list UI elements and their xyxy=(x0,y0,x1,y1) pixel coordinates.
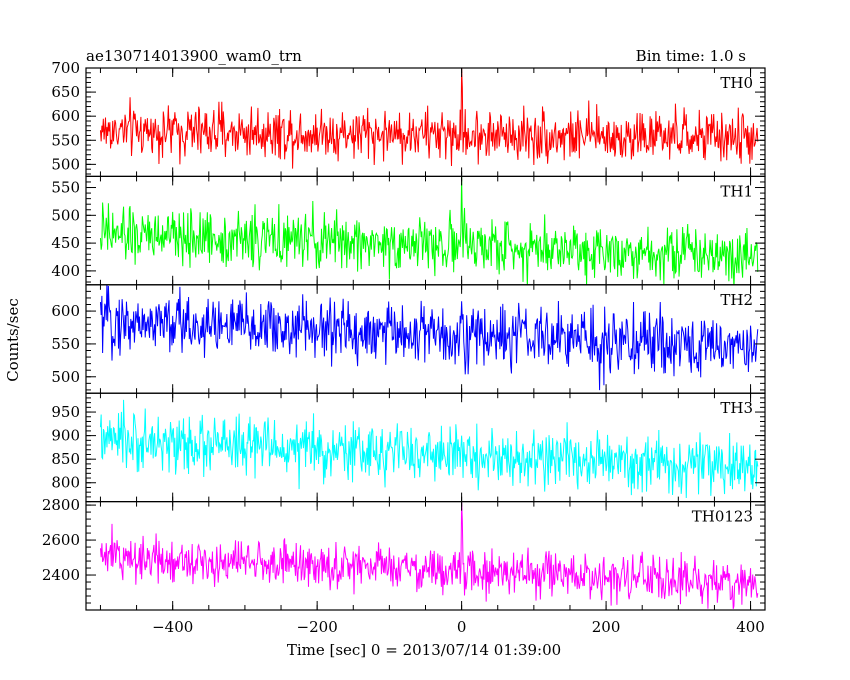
y-tick-label: 2800 xyxy=(42,496,80,514)
x-tick-label: 200 xyxy=(592,618,621,636)
x-axis: −400 −200 0 200 400 xyxy=(152,618,765,636)
series-line-th0 xyxy=(99,68,759,169)
series-line-th0123 xyxy=(99,501,759,609)
y-tick-label: 500 xyxy=(51,155,80,173)
y-tick-label: 450 xyxy=(51,234,80,252)
chart-title-right: Bin time: 1.0 s xyxy=(636,47,746,65)
y-tick-label: 950 xyxy=(51,403,80,421)
y-tick-label: 550 xyxy=(51,335,80,353)
panels-group: 500 550 600 650 700 TH0 400 450 500 550 TH1 500 550 6… xyxy=(42,59,766,611)
y-tick-label: 850 xyxy=(51,450,80,468)
y-tick-label: 500 xyxy=(51,368,80,386)
panel-th0123: 2400 2600 2800 TH0123 xyxy=(42,496,766,611)
y-tick-label: 600 xyxy=(51,302,80,320)
panel-th1: 400 450 500 550 TH1 xyxy=(51,175,766,286)
panel-th3: 800 850 900 950 TH3 xyxy=(51,392,766,503)
x-tick-label: −200 xyxy=(297,618,338,636)
panel-label-th0: TH0 xyxy=(720,74,753,92)
panel-frame xyxy=(85,501,766,611)
panel-label-th0123: TH0123 xyxy=(692,508,753,526)
y-tick-label: 2600 xyxy=(42,531,80,549)
y-tick-label: 2400 xyxy=(42,566,80,584)
panel-label-th3: TH3 xyxy=(720,399,753,417)
y-axis-label: Counts/sec xyxy=(4,298,22,382)
series-line-th2 xyxy=(99,284,759,391)
y-tick-label: 650 xyxy=(51,83,80,101)
y-tick-label: 800 xyxy=(51,474,80,492)
panel-th2: 500 550 600 TH2 xyxy=(51,284,766,394)
series-line-th1 xyxy=(99,176,759,285)
chart-title-left: ae130714013900_wam0_trn xyxy=(86,47,302,65)
panel-label-th1: TH1 xyxy=(720,182,753,200)
x-tick-label: 0 xyxy=(457,618,467,636)
x-tick-label: 400 xyxy=(736,618,765,636)
x-tick-label: −400 xyxy=(152,618,193,636)
panel-th0: 500 550 600 650 700 TH0 xyxy=(51,59,766,178)
y-tick-label: 900 xyxy=(51,427,80,445)
series-line-th3 xyxy=(99,399,759,499)
y-tick-label: 550 xyxy=(51,179,80,197)
y-tick-label: 550 xyxy=(51,131,80,149)
y-tick-label: 500 xyxy=(51,206,80,224)
y-tick-label: 700 xyxy=(51,59,80,77)
y-tick-label: 600 xyxy=(51,107,80,125)
panel-label-th2: TH2 xyxy=(720,291,753,309)
x-axis-label: Time [sec] 0 = 2013/07/14 01:39:00 xyxy=(287,641,561,659)
y-tick-label: 400 xyxy=(51,262,80,280)
